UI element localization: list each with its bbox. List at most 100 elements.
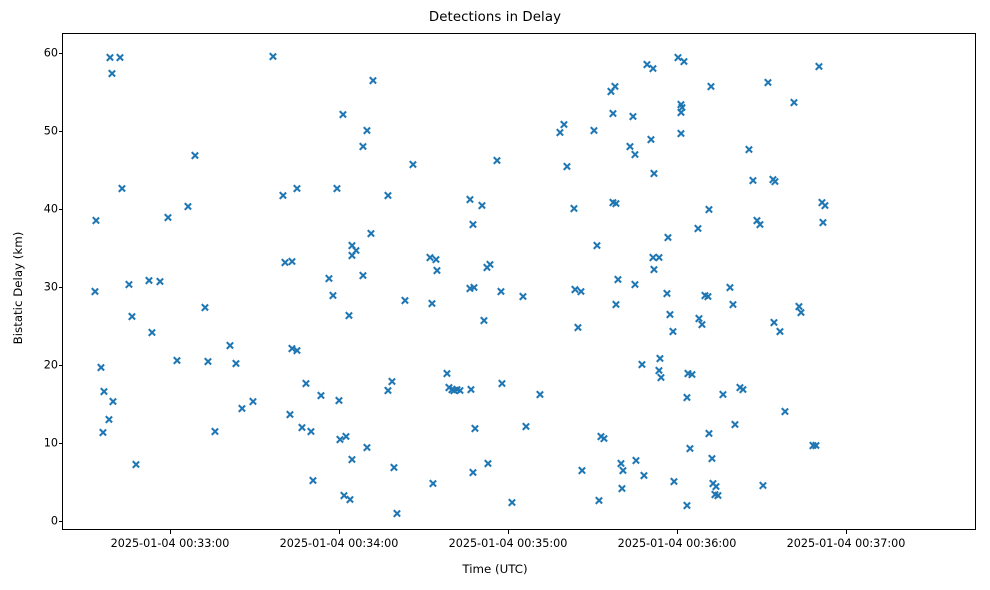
data-point: [519, 292, 528, 301]
data-point: [610, 82, 619, 91]
data-point: [450, 386, 459, 395]
data-point: [712, 482, 721, 491]
data-point: [344, 311, 353, 320]
x-tick-label: 2025-01-04 00:37:00: [786, 537, 906, 550]
data-point: [817, 198, 826, 207]
x-tick-mark: [846, 530, 848, 534]
data-point: [383, 386, 392, 395]
data-point: [709, 479, 718, 488]
data-point: [98, 428, 107, 437]
data-point: [619, 466, 628, 475]
data-point: [465, 284, 474, 293]
data-point: [650, 265, 659, 274]
data-point: [485, 260, 494, 269]
data-point: [333, 184, 342, 193]
data-point: [345, 495, 354, 504]
data-point: [704, 429, 713, 438]
data-point: [478, 201, 487, 210]
y-tick-label: 60: [43, 46, 58, 60]
data-point: [814, 62, 823, 71]
x-tick-label: 2025-01-04 00:34:00: [279, 537, 399, 550]
data-point: [362, 443, 371, 452]
data-point: [392, 509, 401, 518]
data-point: [231, 359, 240, 368]
data-point: [428, 479, 437, 488]
data-point: [592, 241, 601, 250]
data-point: [683, 369, 692, 378]
data-point: [668, 327, 677, 336]
y-tick-mark: [58, 521, 62, 523]
data-point: [647, 135, 656, 144]
data-point: [710, 490, 719, 499]
data-point: [200, 303, 209, 312]
data-point: [678, 103, 687, 112]
data-point: [578, 466, 587, 475]
data-point: [336, 435, 345, 444]
data-point: [155, 277, 164, 286]
data-point: [685, 444, 694, 453]
data-point: [297, 423, 306, 432]
data-point: [444, 383, 453, 392]
data-point: [609, 109, 618, 118]
data-point: [703, 292, 712, 301]
data-point: [324, 274, 333, 283]
data-point: [657, 373, 666, 382]
y-tick-label: 0: [50, 514, 58, 528]
data-point: [117, 184, 126, 193]
data-point: [738, 385, 747, 394]
data-point: [755, 220, 764, 229]
data-point: [809, 441, 818, 450]
data-point: [496, 287, 505, 296]
data-point: [616, 459, 625, 468]
data-point: [91, 216, 100, 225]
data-point: [328, 291, 337, 300]
data-point: [497, 379, 506, 388]
data-point: [713, 491, 722, 500]
y-tick-mark: [58, 131, 62, 133]
data-point: [697, 320, 706, 329]
data-point: [630, 280, 639, 289]
data-point: [669, 477, 678, 486]
data-point: [471, 424, 480, 433]
data-point: [203, 357, 212, 366]
data-point: [302, 379, 311, 388]
data-point: [654, 253, 663, 262]
data-point: [351, 246, 360, 255]
data-point: [812, 441, 821, 450]
x-tick-label: 2025-01-04 00:35:00: [448, 537, 568, 550]
data-point: [147, 328, 156, 337]
y-tick-label: 10: [43, 436, 58, 450]
data-point: [455, 386, 464, 395]
data-point: [617, 484, 626, 493]
data-point: [338, 110, 347, 119]
data-point: [628, 112, 637, 121]
data-point: [347, 455, 356, 464]
data-point: [183, 202, 192, 211]
data-point: [468, 468, 477, 477]
data-point: [609, 198, 618, 207]
data-point: [452, 385, 461, 394]
data-point: [127, 312, 136, 321]
data-point: [640, 471, 649, 480]
data-point: [105, 53, 114, 62]
data-point: [479, 316, 488, 325]
data-point: [383, 191, 392, 200]
data-point: [789, 98, 798, 107]
data-point: [306, 427, 315, 436]
data-point: [190, 151, 199, 160]
data-point: [719, 390, 728, 399]
data-point: [744, 145, 753, 154]
data-point: [555, 128, 564, 137]
y-tick-mark: [58, 53, 62, 55]
data-point: [693, 224, 702, 233]
data-point: [796, 308, 805, 317]
x-tick-mark: [170, 530, 172, 534]
data-point: [664, 233, 673, 242]
data-point: [108, 397, 117, 406]
data-point: [730, 420, 739, 429]
y-tick-mark: [58, 443, 62, 445]
data-point: [662, 289, 671, 298]
data-point: [535, 390, 544, 399]
x-tick-mark: [508, 530, 510, 534]
